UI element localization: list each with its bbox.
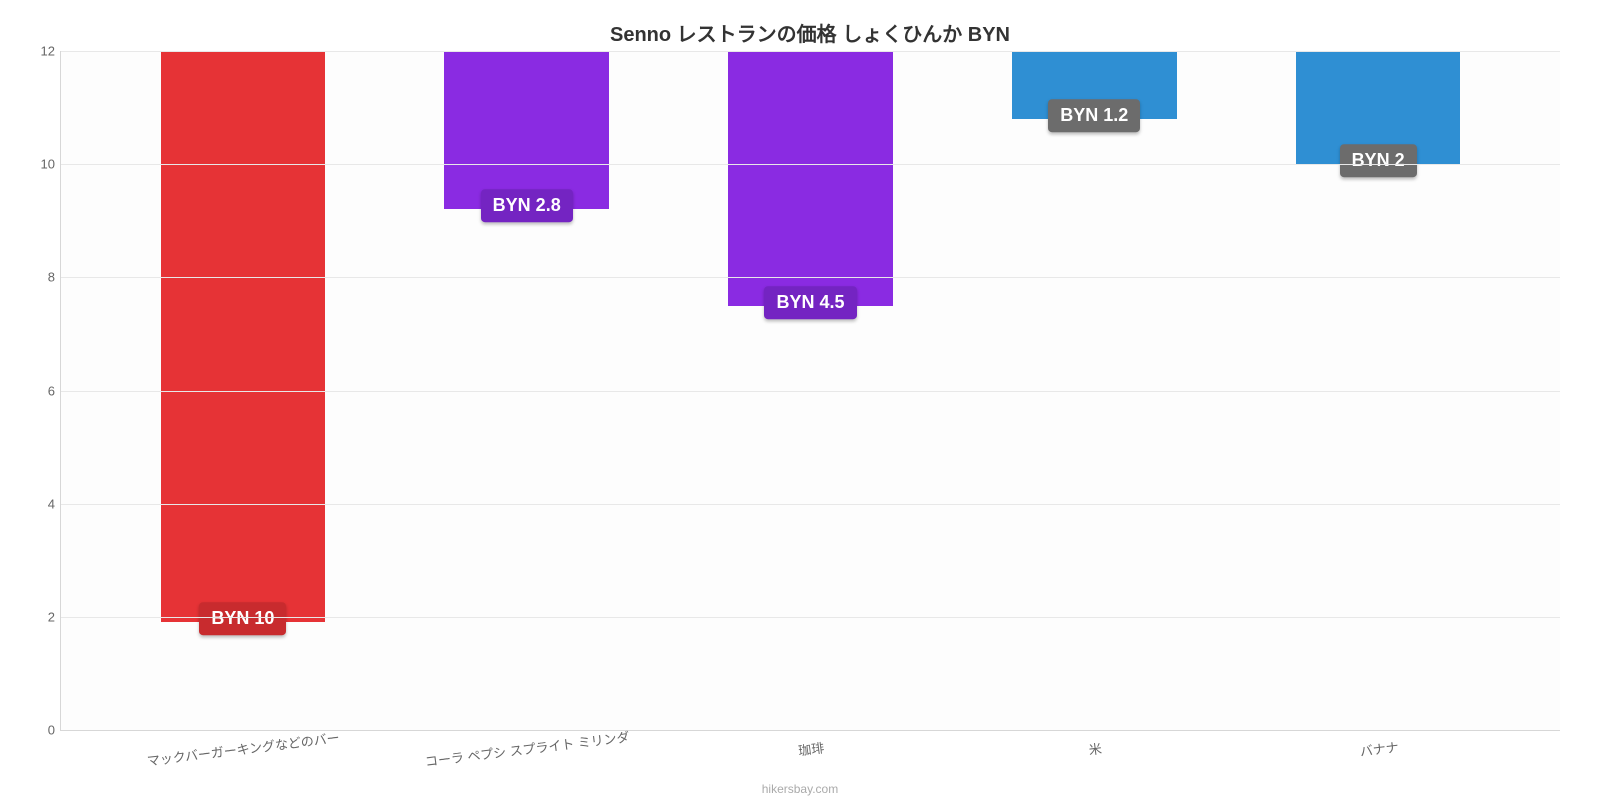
bar: BYN 10 [161, 51, 326, 622]
y-tick-label: 4 [25, 496, 55, 511]
grid-line [61, 51, 1560, 52]
chart-title: Senno レストランの価格 しょくひんか BYN [60, 10, 1560, 51]
bar: BYN 2 [1296, 51, 1461, 164]
bar: BYN 2.8 [444, 51, 609, 209]
y-tick-label: 10 [25, 157, 55, 172]
grid-line [61, 391, 1560, 392]
grid-line [61, 617, 1560, 618]
bar: BYN 1.2 [1012, 51, 1177, 119]
grid-line [61, 164, 1560, 165]
value-label: BYN 4.5 [764, 286, 856, 319]
bar: BYN 4.5 [728, 51, 893, 306]
y-tick-label: 12 [25, 44, 55, 59]
grid-line [61, 504, 1560, 505]
value-label: BYN 10 [199, 603, 286, 636]
y-tick-label: 2 [25, 609, 55, 624]
price-bar-chart: Senno レストランの価格 しょくひんか BYN BYN 10BYN 2.8B… [0, 0, 1600, 800]
x-axis-labels: マックバーガーキングなどのバーコーラ ペプシ スプライト ミリンダ珈琲米バナナ [60, 731, 1560, 758]
value-label: BYN 1.2 [1048, 99, 1140, 132]
y-tick-label: 6 [25, 383, 55, 398]
grid-line [61, 277, 1560, 278]
y-tick-label: 0 [25, 723, 55, 738]
value-label: BYN 2.8 [481, 190, 573, 223]
value-label: BYN 2 [1340, 144, 1417, 177]
y-tick-label: 8 [25, 270, 55, 285]
attribution-text: hikersbay.com [0, 782, 1600, 796]
plot-area: BYN 10BYN 2.8BYN 4.5BYN 1.2BYN 2 0246810… [60, 51, 1560, 731]
